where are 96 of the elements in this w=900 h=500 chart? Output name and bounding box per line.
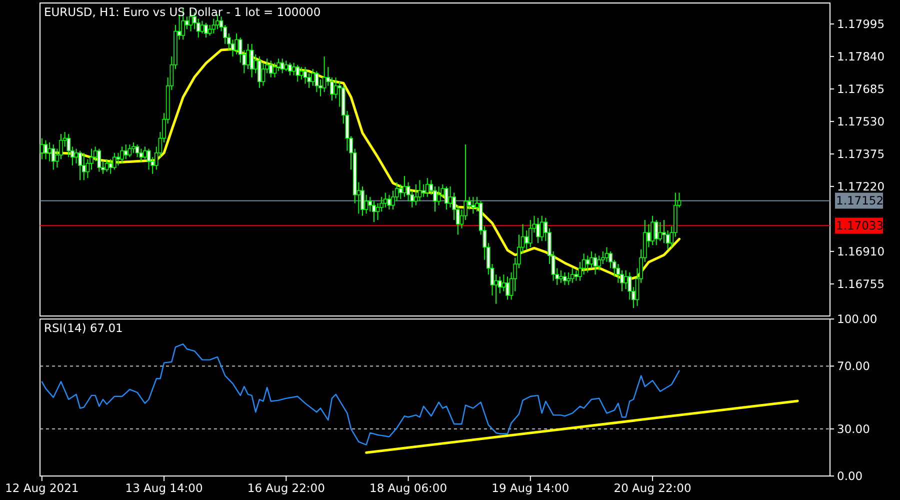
candlestick bbox=[200, 20, 204, 34]
candlestick bbox=[108, 158, 113, 174]
candlestick bbox=[593, 253, 598, 275]
candlestick bbox=[540, 215, 544, 242]
candlestick bbox=[574, 270, 578, 282]
candlestick bbox=[586, 255, 590, 273]
y-tick-label: 1.17685 bbox=[837, 82, 885, 96]
y-tick-label: 0.00 bbox=[837, 469, 863, 483]
y-tick-label: 1.17375 bbox=[837, 146, 885, 161]
y-tick-label: 1.16755 bbox=[837, 276, 885, 291]
candlestick bbox=[322, 56, 326, 93]
candlestick bbox=[444, 186, 448, 210]
candlestick bbox=[250, 43, 254, 78]
candlestick bbox=[261, 62, 266, 86]
x-tick-label: 12 Aug 2021 bbox=[5, 481, 79, 495]
candlestick bbox=[364, 194, 368, 214]
candlestick bbox=[536, 217, 540, 244]
y-tick-label: 30.00 bbox=[837, 422, 870, 436]
candlestick bbox=[284, 60, 288, 72]
y-tick-label: 1.17220 bbox=[837, 179, 885, 194]
candlestick bbox=[300, 66, 304, 80]
candlestick bbox=[246, 43, 250, 70]
candlestick bbox=[78, 150, 82, 181]
y-tick-label: 100.00 bbox=[837, 312, 878, 326]
ref-line-label: 1.17152 bbox=[836, 194, 884, 208]
candlestick bbox=[604, 246, 609, 262]
candlestick bbox=[146, 148, 151, 170]
candlestick bbox=[234, 32, 238, 55]
candlestick bbox=[143, 146, 147, 160]
candlestick bbox=[570, 268, 574, 284]
candlestick bbox=[74, 148, 78, 164]
candlestick bbox=[132, 142, 136, 154]
x-tick-label: 16 Aug 22:00 bbox=[247, 481, 325, 495]
candlestick bbox=[524, 230, 528, 250]
candlestick bbox=[436, 186, 441, 206]
candlestick bbox=[372, 200, 376, 223]
y-tick-label: 1.17530 bbox=[837, 114, 885, 128]
candlestick bbox=[387, 194, 392, 210]
candlestick bbox=[314, 70, 319, 93]
candlestick bbox=[303, 66, 308, 84]
candlestick bbox=[212, 18, 216, 34]
candlestick bbox=[48, 142, 52, 162]
candlestick bbox=[506, 276, 510, 300]
y-tick-label: 1.17840 bbox=[837, 49, 885, 64]
candlestick bbox=[272, 62, 277, 78]
candlestick bbox=[402, 175, 406, 198]
candlestick bbox=[44, 140, 48, 160]
candlestick bbox=[360, 186, 364, 216]
candlestick bbox=[120, 146, 124, 164]
candlestick bbox=[448, 186, 452, 208]
candlestick bbox=[296, 64, 300, 82]
candlestick bbox=[597, 255, 602, 271]
x-tick-label: 20 Aug 22:00 bbox=[614, 481, 692, 495]
candlestick bbox=[124, 144, 128, 160]
candlestick bbox=[383, 192, 388, 208]
x-tick-label: 18 Aug 06:00 bbox=[370, 481, 448, 495]
candlestick bbox=[654, 219, 658, 246]
candlestick bbox=[268, 60, 273, 78]
candlestick bbox=[422, 184, 426, 198]
candlestick bbox=[624, 270, 628, 290]
candlestick bbox=[566, 272, 570, 286]
candlestick bbox=[471, 196, 476, 214]
candlestick bbox=[280, 58, 284, 74]
y-tick-label: 1.16910 bbox=[837, 244, 885, 258]
candlestick bbox=[258, 56, 262, 88]
candlestick bbox=[310, 68, 315, 86]
chart-title: RSI(14) 67.01 bbox=[44, 321, 123, 335]
candlestick bbox=[204, 22, 208, 38]
candlestick bbox=[418, 180, 422, 202]
candlestick bbox=[104, 158, 109, 172]
candlestick bbox=[650, 215, 654, 246]
candlestick bbox=[658, 222, 662, 242]
candlestick bbox=[128, 144, 132, 158]
candlestick bbox=[135, 144, 140, 158]
candlestick bbox=[425, 178, 430, 198]
ref-line-label: 1.17033 bbox=[836, 218, 884, 233]
candlestick bbox=[112, 152, 116, 170]
candlestick bbox=[414, 184, 418, 206]
candlestick bbox=[139, 148, 144, 162]
x-tick-label: 13 Aug 14:00 bbox=[125, 481, 203, 495]
candlestick bbox=[590, 250, 594, 269]
candlestick bbox=[97, 148, 102, 172]
candlestick bbox=[398, 184, 403, 200]
candlestick bbox=[528, 219, 532, 248]
line-series bbox=[41, 344, 680, 446]
candlestick bbox=[502, 274, 506, 292]
y-tick-label: 1.17995 bbox=[837, 16, 885, 31]
candlestick bbox=[288, 62, 292, 76]
candlestick bbox=[82, 152, 86, 181]
candlestick bbox=[559, 270, 563, 284]
candlestick bbox=[51, 144, 56, 170]
x-tick-label: 19 Aug 14:00 bbox=[492, 481, 570, 495]
candlestick bbox=[292, 62, 296, 76]
candlestick bbox=[116, 152, 120, 166]
y-tick-label: 70.00 bbox=[837, 359, 870, 374]
candlestick bbox=[562, 272, 567, 286]
